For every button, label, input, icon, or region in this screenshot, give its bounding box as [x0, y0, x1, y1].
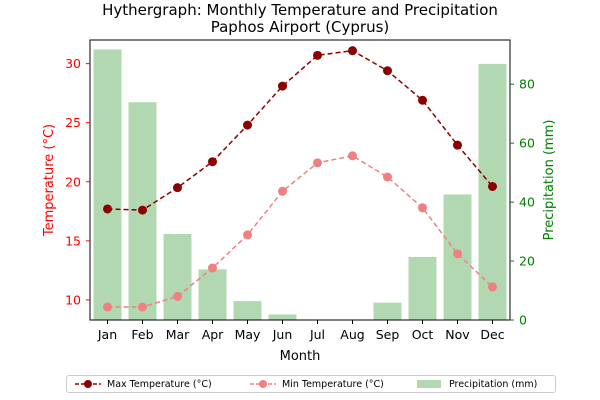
max-temp-point-may [243, 120, 252, 130]
min-temp-point-feb [138, 302, 147, 312]
x-tick-label: Feb [131, 327, 153, 342]
left-tick-label: 20 [65, 174, 81, 189]
x-tick-label: Nov [445, 327, 470, 342]
legend-label-precipitation: Precipitation (mm) [449, 378, 538, 390]
min-temp-line [107, 154, 494, 308]
max-temp-point-mar [173, 183, 182, 193]
precipitation-bar-sep [373, 302, 402, 320]
min-temp-point-oct [418, 203, 427, 213]
right-axis-ticks: 0 20 40 60 80 [510, 77, 535, 328]
max-temp-point-dec [488, 181, 497, 191]
legend-swatch-precipitation [417, 380, 441, 388]
x-tick-label: Jul [309, 327, 325, 342]
plot-frame [89, 39, 511, 321]
precipitation-bar-mar [163, 233, 192, 320]
x-tick-label: Jan [97, 327, 117, 342]
x-axis-ticks: Jan Feb Mar Apr May Jun Jul Aug Sep Oct Nov Dec [97, 320, 505, 342]
max-temp-point-feb [138, 205, 147, 215]
max-temp-point-oct [418, 95, 427, 105]
precipitation-bar-jan [93, 49, 122, 320]
right-tick-label: 40 [519, 195, 535, 210]
left-tick-label: 25 [65, 115, 81, 130]
min-temp-point-jun [278, 186, 287, 196]
max-temp-point-apr [208, 157, 217, 167]
max-temp-point-jan [103, 204, 112, 214]
x-axis-label: Month [280, 349, 321, 364]
left-axis-label: Temperature (°C) [42, 124, 57, 237]
max-temp-point-sep [383, 66, 392, 76]
min-temp-point-may [243, 230, 252, 240]
precipitation-bar-dec [478, 63, 507, 320]
x-tick-label: Aug [340, 327, 364, 342]
left-tick-label: 10 [65, 292, 81, 307]
legend-label-max-temp: Max Temperature (°C) [107, 378, 212, 390]
right-tick-label: 0 [519, 313, 527, 328]
x-tick-label: Dec [480, 327, 504, 342]
legend-item-max-temp: Max Temperature (°C) [75, 376, 212, 392]
min-temp-point-dec [488, 282, 497, 292]
chart-legend: Max Temperature (°C) Min Temperature (°C… [66, 375, 556, 393]
chart-subtitle: Paphos Airport (Cyprus) [211, 18, 390, 36]
precipitation-bars [93, 49, 507, 320]
max-temp-point-jul [313, 50, 322, 60]
min-temp-point-jan [103, 302, 112, 312]
precipitation-bar-may [233, 301, 262, 320]
right-tick-label: 60 [519, 136, 535, 151]
min-temp-point-sep [383, 172, 392, 182]
left-tick-label: 15 [65, 233, 81, 248]
max-temp-point-jun [278, 81, 287, 91]
max-temp-point-aug [348, 46, 357, 56]
precipitation-bar-jun [268, 314, 297, 320]
min-temp-point-mar [173, 291, 182, 301]
legend-swatch-min-temp [250, 380, 276, 388]
x-tick-label: Apr [202, 327, 224, 342]
x-tick-label: Sep [376, 327, 400, 342]
legend-item-precipitation: Precipitation (mm) [417, 376, 537, 392]
x-tick-label: Oct [412, 327, 434, 342]
legend-label-min-temp: Min Temperature (°C) [282, 378, 384, 390]
left-axis-ticks: 10 15 20 25 30 [65, 56, 90, 307]
chart-title: Hythergraph: Monthly Temperature and Pre… [102, 1, 498, 19]
legend-item-min-temp: Min Temperature (°C) [250, 376, 384, 392]
precipitation-bar-apr [198, 269, 227, 320]
min-temp-point-jul [313, 158, 322, 168]
temperature-lines [103, 46, 497, 312]
min-temp-point-aug [348, 151, 357, 161]
right-tick-label: 20 [519, 254, 535, 269]
max-temp-line [107, 49, 494, 211]
x-tick-label: Jun [272, 327, 293, 342]
x-tick-label: Mar [166, 327, 190, 342]
max-temp-point-nov [453, 140, 462, 150]
min-temp-point-nov [453, 249, 462, 259]
min-temp-point-apr [208, 263, 217, 273]
right-axis-label: Precipitation (mm) [542, 120, 557, 241]
x-tick-label: May [235, 327, 261, 342]
legend-swatch-max-temp [75, 380, 101, 388]
right-tick-label: 80 [519, 77, 535, 92]
left-tick-label: 30 [65, 56, 81, 71]
precipitation-bar-oct [408, 256, 437, 320]
